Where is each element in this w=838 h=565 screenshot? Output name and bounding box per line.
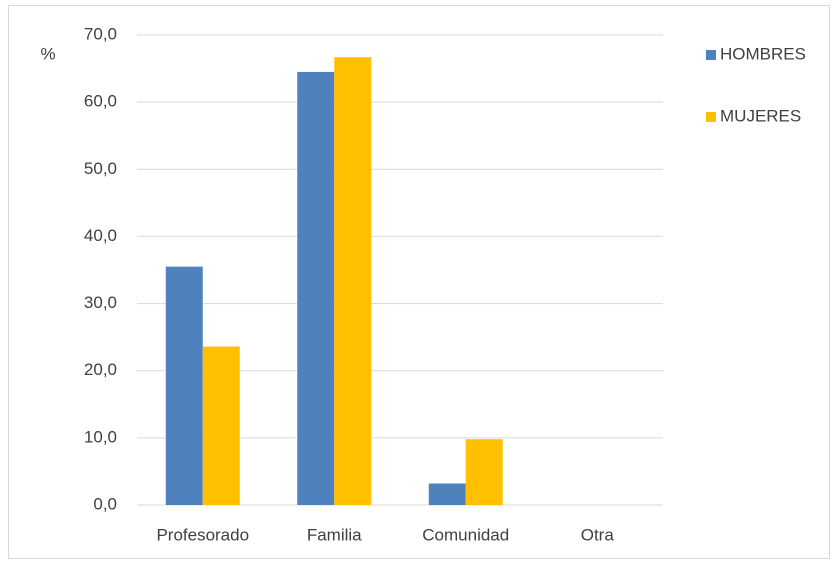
y-tick-label: 30,0 — [84, 293, 117, 312]
bar — [202, 346, 240, 505]
y-axis-label: % — [40, 44, 55, 63]
bar — [465, 439, 503, 505]
y-tick-label: 40,0 — [84, 226, 117, 245]
x-tick-label: Comunidad — [422, 525, 509, 544]
bar — [334, 57, 372, 506]
legend-swatch — [706, 50, 716, 60]
legend-label: MUJERES — [720, 106, 801, 125]
y-tick-label: 10,0 — [84, 427, 117, 446]
y-tick-label: 20,0 — [84, 360, 117, 379]
y-tick-label: 0,0 — [93, 494, 117, 513]
chart-frame — [8, 5, 830, 559]
x-tick-label: Otra — [581, 525, 615, 544]
x-tick-label: Familia — [307, 525, 362, 544]
y-tick-label: 60,0 — [84, 92, 117, 111]
bar — [165, 266, 203, 505]
legend-label: HOMBRES — [720, 44, 806, 63]
bar — [297, 71, 335, 505]
x-tick-label: Profesorado — [156, 525, 249, 544]
legend-swatch — [706, 112, 716, 122]
y-tick-label: 50,0 — [84, 159, 117, 178]
bar — [428, 483, 466, 505]
y-tick-label: 70,0 — [84, 24, 117, 43]
